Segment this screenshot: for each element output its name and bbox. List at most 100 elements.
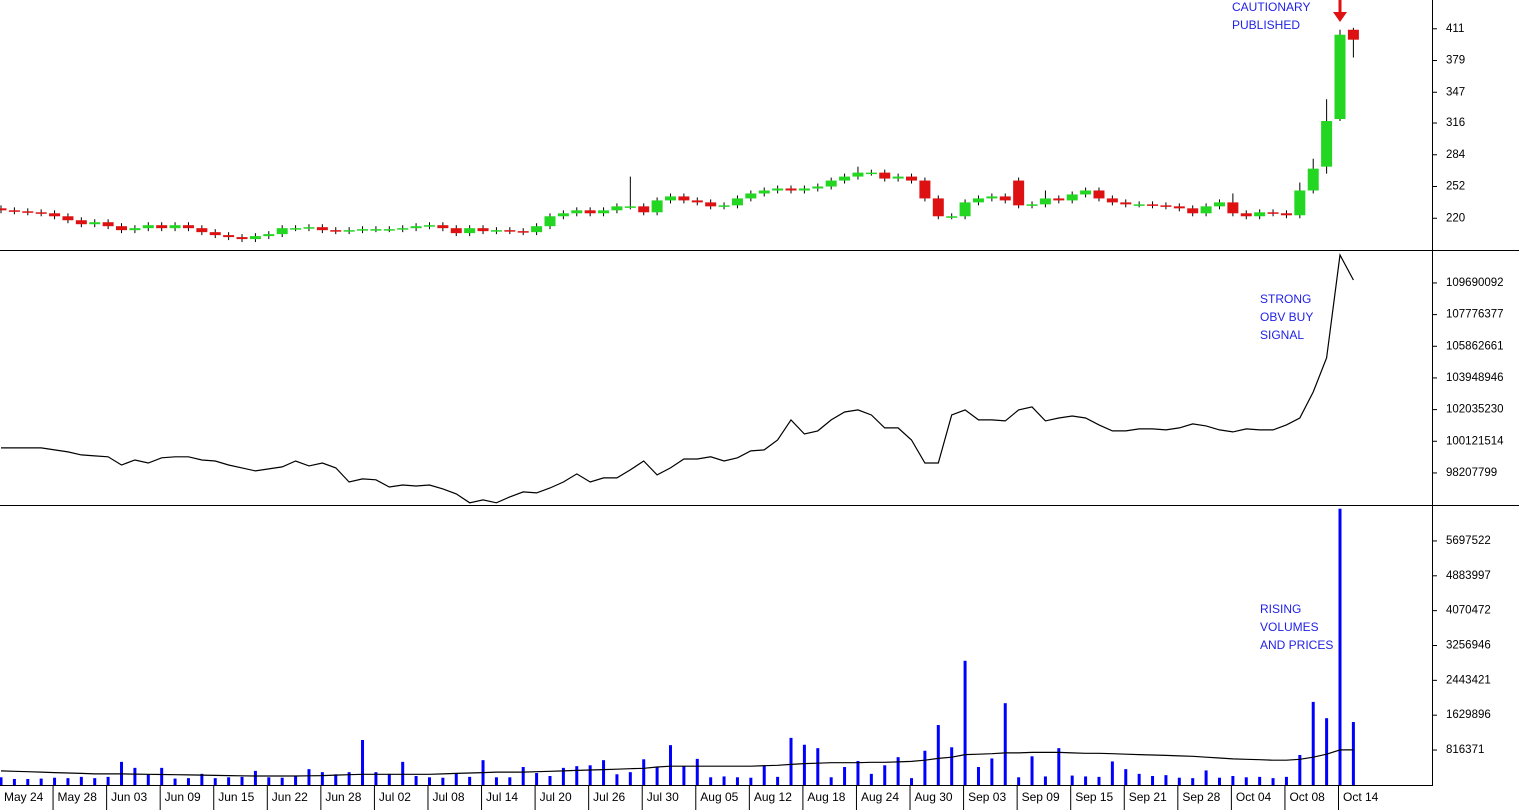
x-tick-label: Aug 05 [700, 790, 738, 804]
candle-body [972, 198, 984, 203]
y-tick-label: 379 [1446, 55, 1465, 67]
candle-body [1321, 121, 1333, 167]
volume-bar [427, 777, 431, 785]
candle-body [0, 208, 7, 211]
volume-bar [26, 779, 30, 785]
candle-body [745, 193, 757, 199]
candle-body [383, 229, 395, 231]
candle-body [263, 234, 275, 237]
candle-body [1147, 204, 1159, 206]
y-tick-label: 98207799 [1446, 467, 1497, 479]
volume-bar [53, 777, 57, 785]
volume-bar [575, 766, 579, 785]
x-tick-label: Jun 15 [218, 790, 254, 804]
y-tick-label: 252 [1446, 181, 1465, 193]
y-tick-label: 316 [1446, 117, 1465, 129]
volume-bar [1325, 718, 1329, 785]
volume-bar [1124, 769, 1128, 785]
volume-bar [1177, 777, 1181, 785]
candle-body [932, 198, 944, 217]
volume-bar [990, 758, 994, 785]
volume-bar [1231, 776, 1235, 785]
candle-body [946, 216, 958, 218]
volume-bar [910, 778, 914, 785]
x-tick-label: Aug 30 [915, 790, 953, 804]
y-tick-label: 284 [1446, 149, 1466, 161]
candle-body [959, 202, 971, 217]
candle-body [999, 196, 1011, 201]
volume-bar [1338, 508, 1342, 785]
volume-bar [1164, 775, 1168, 785]
candle-body [182, 225, 194, 229]
volume-bar [12, 779, 16, 785]
volume-bar [0, 777, 3, 785]
x-tick-label: Jul 20 [540, 790, 572, 804]
candle-body [464, 228, 476, 234]
candle-body [517, 231, 529, 233]
annotation: RISING [1260, 602, 1301, 616]
candle-body [1240, 213, 1252, 217]
x-tick-label: Jul 26 [593, 790, 625, 804]
candle-body [1039, 198, 1051, 205]
candle-body [1133, 204, 1145, 206]
annotation: STRONG [1260, 292, 1311, 306]
candle-body [397, 228, 409, 230]
x-tick-label: May 28 [58, 790, 98, 804]
volume-bar [1271, 778, 1275, 785]
candle-body [571, 210, 583, 214]
candle-body [410, 226, 422, 229]
candle-body [62, 216, 74, 221]
candle-body [490, 230, 502, 232]
x-tick-label: Jun 09 [165, 790, 201, 804]
volume-bar [602, 760, 606, 785]
volume-bar [441, 777, 445, 785]
y-tick-label: 107776377 [1446, 309, 1504, 321]
volume-bar [1244, 777, 1248, 785]
candle-body [1066, 194, 1078, 201]
volume-bar [106, 776, 110, 785]
volume-bar [682, 766, 686, 785]
x-tick-label: May 24 [4, 790, 44, 804]
volume-bar [361, 740, 365, 785]
volume-bar [856, 761, 860, 785]
candle-body [1160, 205, 1172, 207]
volume-bar [722, 776, 726, 785]
candle-body [919, 180, 931, 199]
volume-bar [240, 776, 244, 785]
x-tick-label: Jul 14 [486, 790, 518, 804]
volume-bar [267, 777, 271, 785]
candle-body [544, 216, 556, 227]
x-tick-label: Jul 30 [647, 790, 679, 804]
volume-bar [669, 745, 672, 785]
volume-bar [561, 767, 565, 785]
line [1, 253, 1354, 504]
x-tick-label: Oct 08 [1289, 790, 1325, 804]
x-tick-label: Jun 22 [272, 790, 308, 804]
candle-body [598, 210, 610, 214]
volume-bar [160, 767, 164, 785]
volume-bar [896, 757, 900, 785]
volume-bar [1191, 778, 1195, 785]
volume-bar [950, 747, 954, 785]
volume-bar [936, 725, 940, 785]
volume-bar [735, 777, 739, 785]
y-tick-label: 100121514 [1446, 435, 1504, 447]
candle-body [196, 228, 208, 233]
volume-bar [1351, 722, 1355, 785]
candle-body [665, 196, 676, 201]
candle-body [223, 235, 235, 238]
annotation: OBV BUY [1260, 310, 1313, 324]
volume-bar [227, 777, 231, 785]
annotation: CAUTIONARY [1232, 0, 1310, 14]
volume-bar [320, 772, 324, 785]
volume-bar [789, 737, 793, 785]
candle-body [691, 200, 703, 203]
volume-bar [776, 776, 780, 785]
y-tick-label: 220 [1446, 212, 1465, 224]
volume-bar [347, 772, 351, 785]
candle-body [423, 225, 435, 227]
volume-bar [93, 778, 97, 785]
volume-bar [1070, 775, 1074, 785]
volume-bar [66, 778, 70, 785]
